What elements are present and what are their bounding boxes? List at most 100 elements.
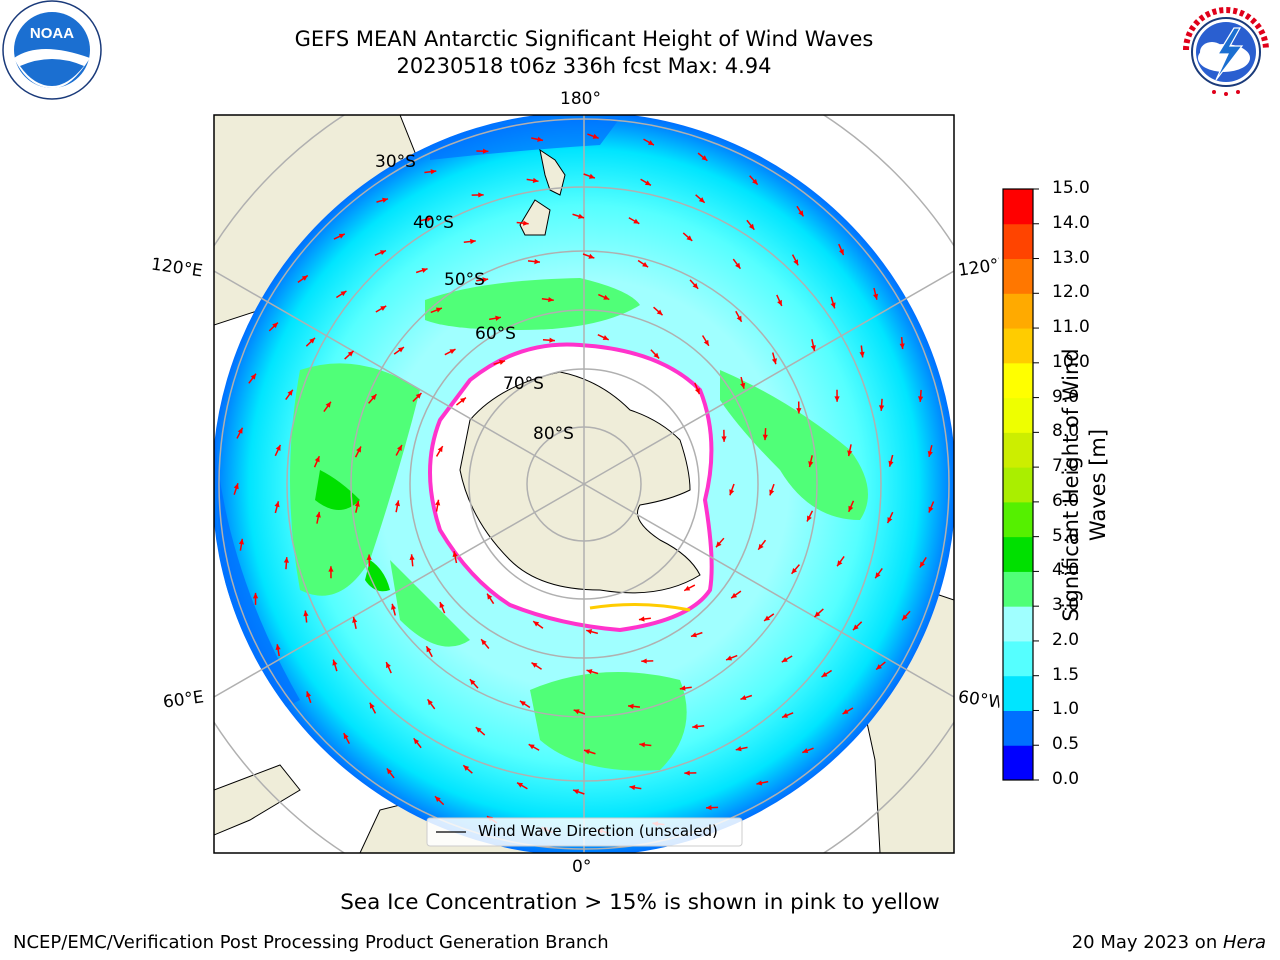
wave-arrow-head bbox=[735, 262, 741, 269]
wave-arrow-head bbox=[777, 299, 782, 306]
legend-label: Wind Wave Direction (unscaled) bbox=[478, 822, 718, 840]
wave-arrow-head bbox=[692, 723, 698, 730]
wave-arrow-head bbox=[641, 658, 647, 664]
wave-direction-arrows bbox=[233, 133, 935, 834]
wave-arrow-head bbox=[771, 358, 777, 365]
colorbar-tick-label: 7.0 bbox=[1052, 456, 1080, 477]
wave-arrow-head bbox=[475, 727, 482, 733]
wave-arrow-head bbox=[325, 401, 331, 408]
wave-arrow-head bbox=[398, 347, 404, 353]
wave-arrow-head bbox=[684, 770, 690, 776]
wave-arrow-head bbox=[534, 259, 540, 265]
colorbar-tick-label: 2.0 bbox=[1052, 629, 1080, 650]
wave-arrow-head bbox=[369, 702, 375, 709]
wave-arrow-head bbox=[781, 657, 788, 663]
wave-arrow-head bbox=[427, 699, 433, 706]
wave-arrow-head bbox=[878, 405, 885, 411]
wave-arrow-head bbox=[283, 557, 290, 563]
lat-label-50s: 50°S bbox=[444, 270, 485, 290]
colorbar-tick-label: 9.0 bbox=[1052, 386, 1080, 407]
wave-patch bbox=[530, 672, 687, 771]
wave-arrow-head bbox=[796, 408, 802, 414]
wave-arrow-head bbox=[382, 197, 388, 203]
wave-arrow-head bbox=[875, 572, 881, 579]
wave-arrow-head bbox=[647, 140, 654, 146]
wave-arrow-head bbox=[250, 373, 256, 380]
wave-arrow-head bbox=[252, 592, 259, 599]
wave-arrow-head bbox=[873, 293, 879, 300]
wave-arrow-head bbox=[380, 305, 387, 311]
wave-arrow-head bbox=[394, 500, 400, 507]
wave-arrow-head bbox=[848, 505, 854, 512]
footer-right: 20 May 2023 on Hera bbox=[1072, 932, 1266, 953]
wave-arrow-head bbox=[586, 629, 593, 635]
wave-arrow-head bbox=[482, 148, 489, 154]
title-line-2: 20230518 t06z 336h fcst Max: 4.94 bbox=[396, 54, 772, 78]
wave-arrow-head bbox=[478, 192, 484, 198]
wave-arrow-head bbox=[315, 511, 321, 518]
wave-arrow-head bbox=[237, 427, 243, 434]
wave-arrow-head bbox=[332, 659, 338, 666]
wave-arrow-head bbox=[740, 695, 747, 701]
wave-arrow-head bbox=[409, 554, 415, 560]
wave-arrow-head bbox=[426, 216, 433, 222]
wave-arrow-head bbox=[802, 748, 809, 754]
colorbar-tick-label: 3.0 bbox=[1052, 595, 1080, 616]
wave-arrow-head bbox=[769, 489, 775, 496]
wave-arrow-head bbox=[415, 393, 422, 399]
wave-arrow-head bbox=[435, 499, 441, 506]
wave-arrow-head bbox=[470, 238, 476, 245]
wave-arrow-head bbox=[736, 315, 742, 322]
graticule bbox=[214, 115, 954, 853]
wave-arrow-head bbox=[588, 253, 595, 259]
wave-arrow-head bbox=[821, 671, 828, 678]
lon-label-0: 0° bbox=[572, 857, 592, 877]
wave-arrow-head bbox=[758, 543, 764, 550]
wave-arrow-head bbox=[807, 515, 812, 522]
wave-arrow-head bbox=[603, 294, 610, 300]
wave-arrow-head bbox=[721, 436, 727, 442]
colorbar-tick-label: 4.0 bbox=[1052, 560, 1080, 581]
wave-arrow-head bbox=[706, 804, 712, 811]
wave-arrow-head bbox=[847, 450, 853, 457]
wave-arrow-head bbox=[379, 250, 386, 256]
wave-arrow-head bbox=[460, 397, 466, 404]
wave-arrow-head bbox=[272, 322, 278, 329]
wave-arrow-head bbox=[644, 180, 651, 186]
wave-arrow-head bbox=[859, 351, 865, 358]
wave-arrow-head bbox=[633, 218, 640, 224]
wave-arrow-head bbox=[430, 169, 437, 175]
wave-arrow-head bbox=[830, 302, 836, 309]
wave-arrow-head bbox=[233, 483, 239, 490]
colorbar-tick-label: 1.0 bbox=[1052, 699, 1080, 720]
colorbar-label: Significant Height of Wind Waves [m] bbox=[1058, 348, 1112, 621]
colorbar-tick-label: 11.0 bbox=[1052, 317, 1090, 338]
footer-left: NCEP/EMC/Verification Post Processing Pr… bbox=[13, 932, 609, 953]
colorbar-tick-label: 10.0 bbox=[1052, 351, 1090, 372]
wave-arrow-head bbox=[690, 632, 697, 638]
title-line-1: GEFS MEAN Antarctic Significant Height o… bbox=[294, 27, 874, 51]
wave-patch bbox=[425, 278, 640, 330]
wave-arrow-head bbox=[837, 560, 843, 567]
wave-arrow-head bbox=[729, 489, 735, 496]
lat-label-80s: 80°S bbox=[533, 424, 574, 444]
colorbar-tick-label: 5.0 bbox=[1052, 525, 1080, 546]
wave-arrow-head bbox=[287, 389, 293, 396]
colorbar-tick-label: 0.5 bbox=[1052, 734, 1080, 755]
wave-arrow-head bbox=[533, 621, 540, 627]
nws-logo bbox=[1180, 6, 1272, 98]
colorbar-tick-label: 0.0 bbox=[1052, 769, 1080, 789]
wave-arrow-head bbox=[238, 538, 245, 545]
wave-arrow-head bbox=[347, 350, 354, 357]
wave-arrow-head bbox=[274, 501, 280, 508]
wave-arrow-head bbox=[684, 585, 691, 591]
wave-arrow-head bbox=[309, 337, 316, 344]
wave-arrow-head bbox=[352, 617, 358, 623]
wave-arrow-head bbox=[899, 343, 905, 350]
wave-arrow-head bbox=[701, 155, 708, 161]
wave-arrow-head bbox=[814, 611, 821, 618]
wave-arrow-head bbox=[918, 396, 924, 402]
wave-arrow-head bbox=[638, 616, 645, 622]
sea-ice-note: Sea Ice Concentration > 15% is shown in … bbox=[340, 890, 940, 915]
footer-machine: Hera bbox=[1222, 932, 1266, 953]
